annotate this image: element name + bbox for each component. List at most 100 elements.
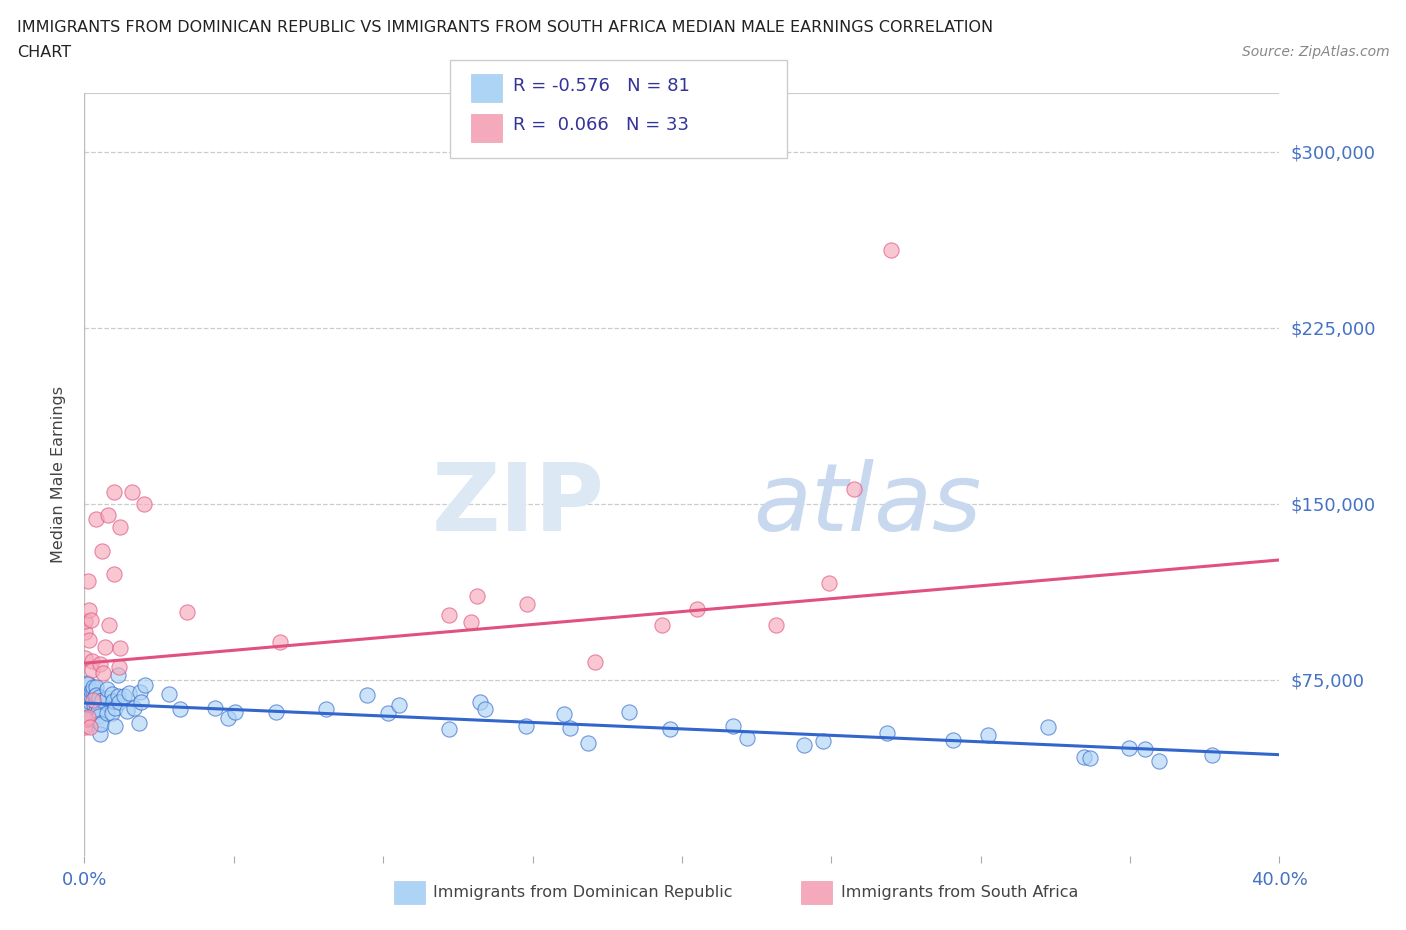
Point [82, 680, 104, 695]
Point [79, 694, 101, 709]
Point [129, 695, 152, 710]
Point [818, 576, 841, 591]
Point [96, 682, 118, 697]
Point [79, 719, 101, 734]
Point [377, 706, 399, 721]
Point [90, 692, 112, 707]
Point [465, 589, 488, 604]
Point [1036, 720, 1059, 735]
Point [269, 634, 291, 649]
Point [94, 639, 117, 654]
Point [73, 719, 96, 734]
Point [439, 722, 461, 737]
Point [560, 721, 582, 736]
Point [90, 717, 112, 732]
Point [224, 704, 246, 719]
Point [793, 737, 815, 752]
Point [73, 625, 96, 640]
Point [79, 688, 101, 703]
Point [108, 694, 131, 709]
Point [89, 715, 111, 730]
Point [516, 596, 538, 611]
Point [84, 680, 107, 695]
Point [1149, 753, 1171, 768]
Point [122, 700, 145, 715]
Point [98, 618, 121, 632]
Point [576, 735, 599, 750]
Point [1078, 751, 1101, 765]
Point [80, 662, 103, 677]
Point [84, 689, 107, 704]
Point [811, 734, 834, 749]
Text: atlas: atlas [754, 459, 981, 551]
Point [73, 712, 96, 727]
Point [79, 684, 101, 698]
Point [157, 687, 180, 702]
Point [84, 512, 107, 527]
Point [583, 655, 606, 670]
Point [82, 693, 104, 708]
Point [115, 703, 138, 718]
Point [76, 710, 98, 724]
Point [1118, 740, 1140, 755]
Point [737, 731, 759, 746]
Point [103, 485, 125, 499]
Point [617, 704, 640, 719]
Point [128, 684, 150, 699]
Text: Source: ZipAtlas.com: Source: ZipAtlas.com [1241, 45, 1389, 59]
Point [108, 641, 131, 656]
Point [132, 497, 156, 512]
Point [169, 701, 191, 716]
Point [204, 700, 226, 715]
Point [880, 243, 903, 258]
Point [101, 706, 124, 721]
Point [107, 689, 129, 704]
Point [515, 719, 537, 734]
Point [91, 543, 114, 558]
Point [474, 701, 496, 716]
Y-axis label: Median Male Earnings: Median Male Earnings [51, 386, 66, 563]
Point [315, 701, 337, 716]
Point [83, 698, 105, 712]
Point [1201, 748, 1223, 763]
Point [103, 566, 125, 581]
Point [553, 707, 575, 722]
Point [842, 482, 865, 497]
Text: Immigrants from South Africa: Immigrants from South Africa [841, 885, 1078, 900]
Point [86, 687, 108, 702]
Point [468, 695, 491, 710]
Point [75, 685, 97, 700]
Point [101, 687, 124, 702]
Point [75, 614, 97, 629]
Point [82, 684, 104, 698]
Point [77, 603, 100, 618]
Point [76, 676, 98, 691]
Text: ZIP: ZIP [432, 458, 605, 551]
Point [89, 726, 111, 741]
Point [77, 677, 100, 692]
Point [77, 574, 100, 589]
Point [118, 685, 141, 700]
Text: R =  0.066   N = 33: R = 0.066 N = 33 [513, 116, 689, 134]
Point [84, 695, 107, 710]
Text: IMMIGRANTS FROM DOMINICAN REPUBLIC VS IMMIGRANTS FROM SOUTH AFRICA MEDIAN MALE E: IMMIGRANTS FROM DOMINICAN REPUBLIC VS IM… [17, 20, 993, 35]
Point [96, 705, 118, 720]
Point [104, 700, 127, 715]
Point [108, 659, 131, 674]
Point [658, 722, 681, 737]
Point [460, 615, 482, 630]
Point [86, 704, 108, 719]
Point [80, 612, 103, 627]
Point [87, 709, 110, 724]
Point [89, 689, 111, 704]
Point [77, 632, 100, 647]
Point [1073, 750, 1095, 764]
Point [80, 654, 103, 669]
Text: CHART: CHART [17, 45, 70, 60]
Point [356, 687, 378, 702]
Point [103, 694, 125, 709]
Point [266, 705, 288, 720]
Point [84, 702, 107, 717]
Point [217, 711, 239, 725]
Point [721, 718, 744, 733]
